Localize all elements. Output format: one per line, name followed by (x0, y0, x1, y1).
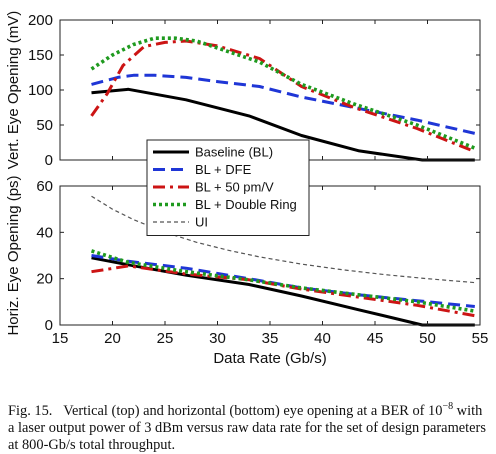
series-line-bl-double-ring (90, 249, 476, 313)
y-tick-label: 100 (28, 82, 53, 99)
x-tick-label: 20 (104, 330, 121, 347)
figure-label: Fig. 15. (8, 403, 53, 420)
y-tick-label: 150 (28, 47, 53, 64)
legend-box (146, 139, 310, 236)
series-line-baseline-bl (91, 256, 475, 327)
y-tick-label: 60 (36, 178, 53, 195)
x-tick-label: 55 (472, 330, 489, 347)
y-tick-label: 50 (36, 117, 53, 134)
panel-vertical: 0 50 100 150 200 Vert. Eye Opening (mV) (5, 11, 481, 169)
y-axis-label: Vert. Eye Opening (mV) (5, 11, 22, 169)
series-line-ui (91, 195, 475, 284)
x-tick-label: 35 (262, 330, 279, 347)
x-tick-label: 25 (157, 330, 174, 347)
y-axis-label: Horiz. Eye Opening (ps) (5, 175, 22, 335)
legend-label: BL + 50 pm/V (195, 180, 274, 195)
y-tick-label: 0 (45, 152, 53, 169)
y-tick-label: 20 (36, 271, 53, 288)
series-line-bl-double-ring (90, 36, 476, 150)
legend-label: Baseline (BL) (195, 145, 273, 160)
series-line-bl-dfe (91, 254, 475, 308)
x-axis-label: Data Rate (Gb/s) (213, 350, 326, 367)
x-tick-label: 50 (419, 330, 436, 347)
y-tick-label: 0 (45, 317, 53, 334)
series-line-baseline-bl (91, 87, 475, 162)
series-line-bl-dfe (91, 73, 476, 135)
caption-text-part1: Vertical (top) and horizontal (bottom) e… (63, 403, 443, 420)
eye-opening-chart: 0 50 100 150 200 Vert. Eye Opening (mV) 15 20 25… (5, 11, 488, 367)
legend-label: BL + DFE (195, 162, 252, 177)
legend-label: BL + Double Ring (195, 197, 297, 212)
series-line-bl-50-pm-v (90, 39, 476, 153)
legend: Baseline (BL) BL + DFE BL + 50 pm/V BL + Do… (146, 139, 310, 236)
y-tick-label: 200 (28, 12, 53, 29)
panel-horizontal: 15 20 25 30 35 40 45 50 55 0 20 40 60 Horiz. Eye Open… (5, 175, 488, 367)
x-tick-label: 15 (52, 330, 69, 347)
legend-label: UI (195, 215, 208, 230)
figure-caption: Fig. 15. Vertical (top) and horizontal (… (8, 398, 490, 454)
caption-exponent: −8 (442, 401, 454, 413)
x-tick-label: 40 (314, 330, 331, 347)
y-tick-label: 40 (36, 224, 53, 241)
x-tick-label: 45 (367, 330, 384, 347)
x-tick-label: 30 (209, 330, 226, 347)
